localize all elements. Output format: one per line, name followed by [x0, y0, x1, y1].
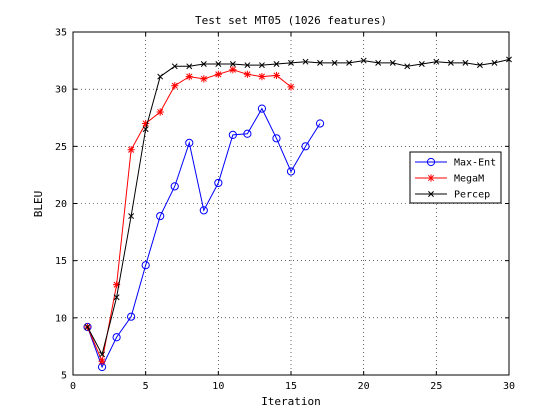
x-tick-label: 0 [70, 381, 76, 392]
legend-label-megam: MegaM [454, 174, 484, 185]
data-point-max-ent [214, 178, 223, 188]
data-point-percep [506, 56, 512, 63]
data-point-percep [244, 62, 251, 69]
x-tick-label: 5 [143, 381, 149, 392]
data-point-megam [185, 72, 193, 81]
x-axis-label: Iteration [261, 395, 321, 408]
data-point-max-ent [257, 104, 267, 113]
data-point-percep [142, 126, 149, 133]
data-point-megam [243, 70, 251, 78]
data-point-megam [113, 281, 121, 289]
data-point-percep [171, 63, 178, 70]
series-line-max-ent [87, 107, 321, 369]
series-max-ent [83, 104, 325, 372]
series-percep [84, 56, 512, 358]
data-point-max-ent [141, 261, 150, 270]
data-point-max-ent [272, 134, 281, 143]
data-point-max-ent [156, 211, 165, 221]
x-tick-label: 15 [285, 381, 297, 392]
data-point-percep [331, 59, 338, 66]
data-point-megam [214, 70, 222, 78]
y-tick-label: 20 [55, 199, 67, 210]
data-point-megam [258, 72, 266, 81]
series-group [83, 56, 512, 372]
y-tick-label: 5 [61, 371, 67, 382]
data-point-percep [215, 61, 222, 67]
legend-marker-megam [427, 174, 435, 182]
x-tick-label: 20 [358, 381, 370, 392]
y-tick-label: 15 [55, 256, 67, 267]
data-point-percep [433, 58, 440, 65]
legend-label-percep: Percep [454, 190, 490, 201]
data-point-percep [491, 59, 498, 66]
series-line-percep [87, 58, 510, 356]
data-point-percep [302, 58, 309, 65]
data-point-megam [171, 82, 179, 90]
data-point-max-ent [112, 333, 121, 342]
data-point-max-ent [127, 312, 136, 321]
data-point-percep [346, 59, 353, 66]
x-tick-label: 10 [212, 381, 224, 392]
data-point-percep [113, 294, 120, 301]
y-tick-label: 30 [55, 85, 67, 96]
data-point-percep [476, 62, 483, 69]
legend-label-max-ent: Max-Ent [454, 158, 496, 169]
legend: Max-Ent MegaM Percep [409, 151, 502, 204]
data-point-max-ent [228, 130, 237, 139]
data-point-percep [375, 59, 382, 66]
data-point-percep [84, 324, 91, 330]
data-point-percep [99, 351, 106, 358]
data-point-percep [200, 61, 207, 67]
data-point-percep [258, 62, 265, 69]
data-point-megam [200, 75, 208, 83]
data-point-max-ent [315, 119, 325, 128]
data-point-percep [273, 61, 280, 67]
data-point-max-ent [185, 138, 194, 148]
data-point-percep [288, 59, 294, 66]
data-point-megam [156, 108, 164, 116]
legend-item-megam: MegaM [415, 174, 484, 185]
data-point-percep [229, 61, 236, 67]
data-point-max-ent [243, 129, 252, 138]
data-point-megam [287, 83, 295, 91]
data-point-percep [360, 57, 367, 64]
data-point-percep [462, 59, 469, 66]
data-point-percep [447, 59, 454, 66]
data-point-max-ent [301, 142, 310, 151]
legend-item-percep: Percep [415, 190, 490, 201]
data-point-percep [389, 59, 396, 66]
grid [73, 32, 509, 375]
y-axis-label: BLEU [32, 191, 45, 218]
data-point-percep [418, 61, 425, 67]
legend-item-max-ent: Max-Ent [415, 158, 496, 169]
data-point-max-ent [170, 182, 179, 191]
data-point-percep [186, 63, 193, 70]
data-point-megam [229, 66, 237, 74]
data-point-percep [128, 213, 135, 220]
x-tick-label: 25 [430, 381, 442, 392]
data-point-percep [404, 63, 411, 70]
data-point-max-ent [199, 206, 208, 215]
legend-marker-percep [428, 191, 434, 197]
data-point-max-ent [286, 167, 296, 176]
data-point-megam [272, 71, 281, 80]
y-tick-label: 25 [55, 142, 67, 153]
data-point-megam [98, 357, 106, 365]
y-tick-label: 10 [55, 313, 67, 324]
y-tick-label: 35 [55, 28, 67, 39]
data-point-megam [142, 119, 150, 128]
data-point-megam [127, 146, 135, 154]
legend-marker-max-ent [426, 157, 436, 167]
x-tick-label: 30 [503, 381, 515, 392]
data-point-percep [157, 73, 164, 80]
chart-title: Test set MT05 (1026 features) [195, 14, 387, 27]
data-point-percep [317, 59, 324, 66]
